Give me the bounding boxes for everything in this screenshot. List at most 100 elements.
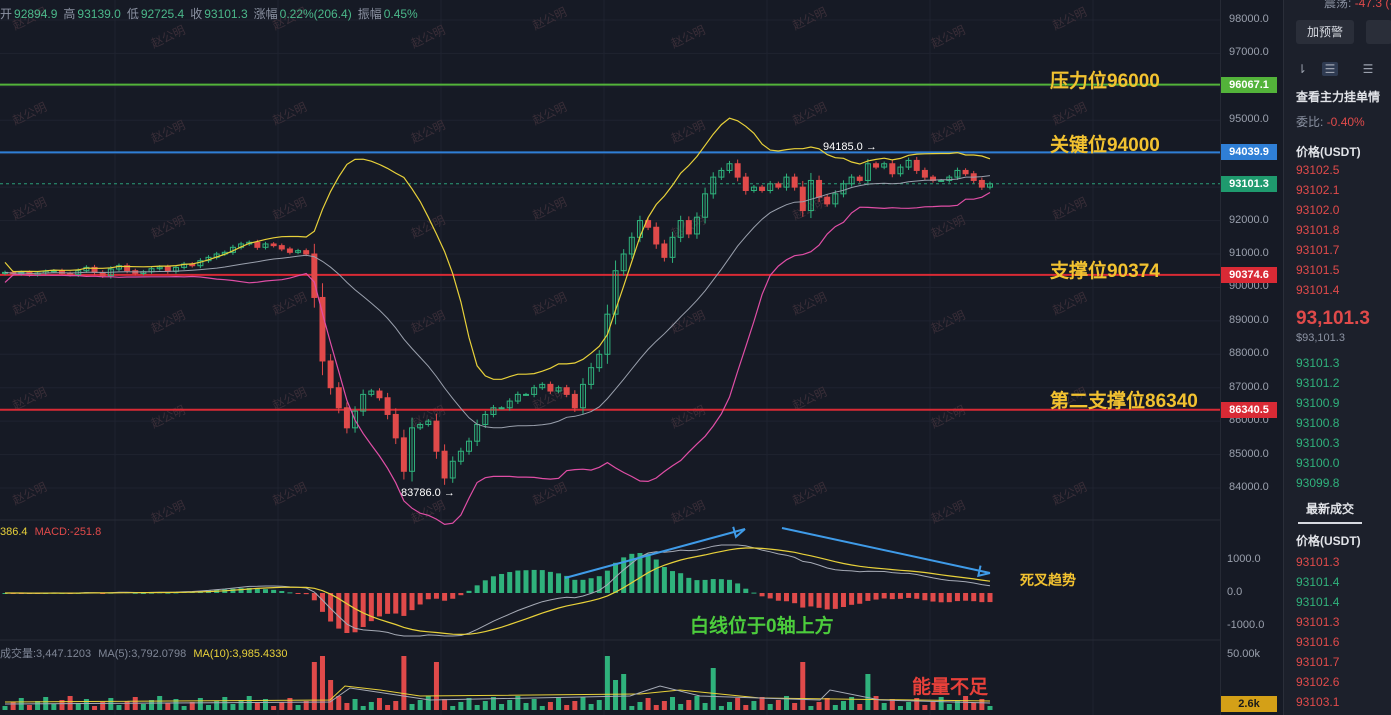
volume-ma10-line — [4, 685, 991, 703]
add-alert-button[interactable]: 加预警 — [1296, 20, 1354, 44]
macd-histogram-bar — [718, 579, 724, 593]
uptrend-arrow-head — [732, 526, 746, 539]
annotation-white-line: 白线位于0轴上方 — [690, 616, 834, 637]
candle-body — [490, 407, 497, 415]
candle-body — [368, 390, 375, 395]
high-price-value: 94185.0 — [823, 141, 863, 153]
bid-price[interactable]: 93100.9 — [1296, 396, 1340, 410]
volume-bar — [10, 702, 16, 710]
volume-bar — [376, 698, 382, 710]
candlestick-chart[interactable]: 赵公明赵公明赵公明赵公明赵公明赵公明赵公明赵公明赵公明赵公明赵公明赵公明赵公明赵… — [0, 0, 1220, 715]
candle-body — [661, 243, 668, 258]
bid-price[interactable]: 93101.3 — [1296, 356, 1340, 370]
volume-bar — [881, 703, 887, 710]
volume-bar — [254, 703, 260, 710]
bid-price[interactable]: 93099.8 — [1296, 476, 1340, 490]
candle-body — [319, 296, 326, 362]
macd-histogram-bar — [466, 590, 472, 593]
high-price-marker: 94185.0 → — [823, 141, 877, 153]
volume-bar — [775, 700, 781, 710]
ask-price[interactable]: 93101.7 — [1296, 243, 1340, 257]
volume-bar — [873, 696, 879, 710]
volume-bar — [930, 701, 936, 710]
candle-body — [522, 393, 529, 396]
ask-price[interactable]: 93102.1 — [1296, 183, 1340, 197]
candle-body — [938, 179, 945, 182]
ask-price[interactable]: 93101.5 — [1296, 263, 1340, 277]
watermark: 赵公明 — [790, 480, 829, 508]
trades-title[interactable]: 最新成交 — [1306, 502, 1355, 516]
order-ratio-label: 委比: — [1296, 115, 1324, 129]
annotation-key: 关键位94000 — [1050, 135, 1160, 156]
macd-histogram-bar — [686, 577, 692, 593]
volume-bar — [409, 704, 415, 710]
ask-price[interactable]: 93102.0 — [1296, 203, 1340, 217]
info-key: 涨幅 — [253, 7, 278, 21]
volume-bar — [694, 696, 700, 710]
watermark: 赵公明 — [149, 308, 188, 336]
macd-tick: -1000.0 — [1227, 619, 1265, 631]
volume-bar — [490, 697, 496, 710]
candle-body — [311, 253, 318, 298]
bid-price[interactable]: 93100.8 — [1296, 416, 1340, 430]
macd-histogram-bar — [727, 579, 733, 593]
orderbook-bids-icon[interactable]: ☰ — [1322, 62, 1338, 76]
volume-bar — [572, 701, 578, 710]
bid-price[interactable]: 93100.3 — [1296, 436, 1340, 450]
macd-histogram-bar — [906, 593, 912, 598]
macd-histogram-bar — [319, 593, 325, 612]
ask-price[interactable]: 93102.5 — [1296, 163, 1340, 177]
watermark: 赵公明 — [530, 480, 569, 508]
watermark: 赵公明 — [929, 213, 968, 241]
low-price-value: 83786.0 — [401, 487, 441, 499]
order-ratio: 委比: -0.40% — [1296, 113, 1365, 130]
bid-price[interactable]: 93101.2 — [1296, 376, 1340, 390]
candle-body — [506, 400, 513, 409]
info-value: 92725.4 — [140, 7, 185, 21]
candle-body — [441, 450, 448, 479]
macd-histogram-bar — [417, 593, 423, 605]
macd-histogram-bar — [792, 593, 798, 604]
sidebar-top-value: -47.3 (-0.0 — [1354, 0, 1391, 10]
bid-price[interactable]: 93100.0 — [1296, 456, 1340, 470]
volume-bar — [344, 703, 350, 710]
macd-histogram-bar — [629, 553, 635, 593]
candle-body — [669, 236, 676, 258]
orderbook-asks-icon[interactable]: ☰ — [1362, 62, 1374, 76]
volume-bar — [954, 700, 960, 710]
ask-price[interactable]: 93101.8 — [1296, 223, 1340, 237]
macd-histogram-bar — [547, 571, 553, 593]
candle-body — [384, 397, 391, 415]
macd-dif-line — [4, 544, 991, 637]
candle-body — [498, 407, 505, 410]
volume-bar — [100, 702, 106, 710]
macd-histogram-bar — [539, 570, 545, 593]
trade-price: 93102.6 — [1296, 675, 1340, 689]
volume-bar — [987, 706, 993, 710]
watermark: 赵公明 — [929, 403, 968, 431]
watermark: 赵公明 — [530, 100, 569, 128]
macd-histogram-bar — [311, 593, 317, 601]
last-price: 93,101.3 — [1296, 308, 1370, 329]
volume-bar — [499, 704, 505, 710]
last-price-usd: $93,101.3 — [1296, 332, 1345, 344]
macd-histogram-bar — [621, 557, 627, 593]
volume-bar — [596, 700, 602, 710]
volume-bar — [824, 698, 830, 710]
macd-histogram-bar — [385, 593, 391, 614]
macd-histogram-bar — [979, 593, 985, 603]
candle-body — [164, 266, 171, 272]
orderbook-title[interactable]: 查看主力挂单情 — [1296, 90, 1381, 104]
volume-bar — [35, 701, 41, 710]
candle-body — [579, 383, 586, 409]
orderbook-both-icon[interactable]: ⇂ — [1296, 62, 1308, 76]
chart-area[interactable]: 赵公明 赵公明 赵公明 赵公明 赵公明 赵公明 赵公明 赵公明 赵公明 赵公明 赵公明 赵公明 赵公明赵… — [0, 0, 1220, 715]
bollinger-middle — [4, 175, 991, 429]
ask-price[interactable]: 93101.4 — [1296, 283, 1340, 297]
volume-bar — [515, 696, 521, 710]
info-value: 92894.9 — [14, 7, 58, 21]
volume-bar — [523, 703, 529, 710]
sidebar-extra-button[interactable] — [1366, 20, 1391, 44]
candle-body — [392, 413, 399, 439]
price-axis[interactable]: 98000.097000.096000.095000.094000.093000… — [1220, 0, 1283, 715]
